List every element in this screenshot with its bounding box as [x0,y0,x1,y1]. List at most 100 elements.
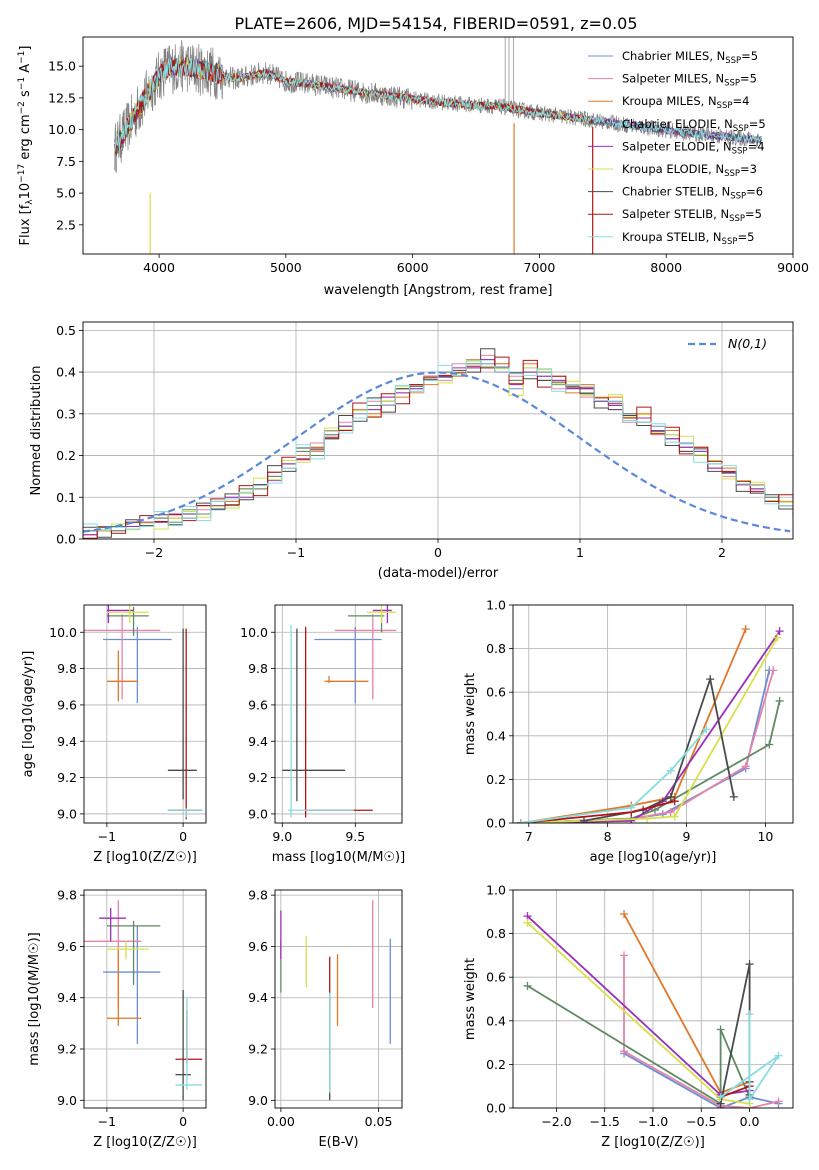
legend-label: Salpeter STELIB, NSSP=5 [622,207,762,224]
y-tick-label: 0.8 [486,926,506,941]
weight-marker [666,792,675,801]
x-tick-label: −1 [98,829,116,844]
x-tick-label: 9000 [777,260,809,275]
weight-marker [765,740,774,749]
weight-marker [773,633,782,642]
axes-frame [83,889,207,1109]
y-tick-label: 9.8 [57,888,77,903]
y-tick-label: 9.2 [57,1042,77,1057]
weight-plot-area [523,909,783,1108]
legend-label: Kroupa MILES, NSSP=4 [622,94,749,111]
y-tick-label: 9.6 [57,939,77,954]
panel-residuals: −2 −1 0 1 2 0.0 0.1 0.2 0.3 0.4 0.5 N(0,1) (data-mod… [29,321,794,581]
weight-marker [774,1097,783,1106]
x-tick-label: 0 [434,545,442,560]
weight-marker [643,814,652,823]
y-tick-label: 9.6 [248,697,268,712]
y-tick-label: 9.4 [57,734,77,749]
errorbar-chabrier-miles [103,626,172,704]
x-tick-label: −1 [98,1114,116,1129]
y-tick-label: 0.3 [56,406,76,421]
legend-label: Chabrier STELIB, NSSP=6 [622,185,763,202]
errorbar-salpeter-elodie [99,907,126,942]
histogram-step [83,359,793,532]
y-tick-label: 0.4 [486,728,506,743]
weight-marker [741,624,750,633]
x-tick-label: 8 [604,829,612,844]
y-tick-label: 9.0 [248,806,268,821]
x-tick-label: −2 [145,545,163,560]
x-tick-label: −1 [287,545,305,560]
y-tick-label: 5.0 [56,186,76,201]
x-tick-label: 0 [179,829,187,844]
chart-root: 4000 5000 6000 7000 8000 90002.55.07.510.012.… [17,36,809,1150]
y-axis-label: Normed distribution [29,366,44,496]
panel-mass_vs_ebv: 0.00 0.05 9.0 9.2 9.4 9.6 9.8 E(B-V) [248,888,403,1150]
spectrum-plot-area [114,37,762,254]
weight-marker [775,627,784,636]
legend-label: Kroupa ELODIE, NSSP=3 [622,162,757,179]
legend-label: Chabrier MILES, NSSP=5 [622,49,758,66]
legend-label: Kroupa STELIB, NSSP=5 [622,230,754,247]
y-tick-label: 9.2 [248,770,268,785]
weight-line-salpeter-stelib [720,1085,750,1098]
x-axis-label: mass [log10(M/M☉)] [272,850,405,865]
x-tick-label: 7 [525,829,533,844]
errorbar-plot-area [84,605,203,820]
y-tick-label: 0.0 [486,1101,506,1116]
weight-marker [774,1051,783,1060]
y-tick-label: 9.0 [57,806,77,821]
histogram-step [83,359,793,531]
y-tick-label: 0.8 [486,641,506,656]
panel-mass_vs_Z: −1 0 9.0 9.2 9.4 9.6 9.8 Z [log10(Z/Z☉)] mass [l… [27,888,207,1150]
weight-marker [579,816,588,823]
weight-marker [620,909,629,918]
errorbar-chabrier-elodie [106,920,161,985]
weight-marker [670,797,679,806]
weight-line-kroupa-miles [520,628,747,823]
histogram-step [83,354,793,532]
x-axis-label: Z [log10(Z/Z☉)] [601,1135,705,1150]
y-axis-label: mass [log10(M/M☉)] [27,932,42,1065]
y-tick-label: 9.2 [57,770,77,785]
x-tick-label: 0.05 [365,1114,393,1129]
weight-marker [666,808,675,817]
errorbar-kroupa-elodie [106,605,149,624]
y-tick-label: 2.5 [56,217,76,232]
x-tick-label: 9.5 [345,829,365,844]
weight-marker [745,1095,754,1104]
weight-line-salpeter-miles [520,670,775,823]
errorbar-kroupa-stelib [167,808,203,818]
x-tick-label: 0.0 [740,1114,760,1129]
y-tick-label: 9.0 [57,1093,77,1108]
weight-marker [523,918,532,927]
y-axis-label: Flux [fλ10−17 erg cm−2 s−1 A−1] [17,46,35,246]
y-tick-label: 9.8 [248,888,268,903]
weight-line-chabrier-miles [623,1052,779,1108]
errorbar-salpeter-miles [334,614,397,700]
weight-line-kroupa-elodie [520,637,778,823]
legend-label: Salpeter MILES, NSSP=5 [622,72,757,89]
x-tick-label: 8000 [650,260,682,275]
y-tick-label: 0.4 [486,1013,506,1028]
weight-plot-area [516,624,784,823]
axes-frame [82,36,794,255]
weight-marker [775,696,784,705]
weight-line-kroupa-stelib [520,728,707,823]
errorbar-chabrier-stelib [175,990,191,1101]
legend-label: Chabrier ELODIE, NSSP=5 [622,117,766,134]
x-tick-label: 1 [576,545,584,560]
axes-frame [274,604,403,824]
weight-marker [650,805,659,814]
weight-line-chabrier-miles [520,670,771,823]
panel-weight_vs_Z: −2.0 −1.5 −1.0 −0.5 0.0 0.0 0.2 0.4 0.6 0.8 1.0 Z [… [463,883,794,1150]
weight-line-salpeter-elodie [520,630,781,823]
y-tick-label: 12.5 [48,90,76,105]
weight-marker [670,812,679,821]
weight-marker [706,675,715,684]
errorbar-kroupa-stelib [288,624,354,818]
errorbar-chabrier-elodie [347,610,385,633]
legend-label: N(0,1) [728,336,767,351]
x-axis-label: wavelength [Angstrom, rest frame] [324,283,553,298]
y-tick-label: 9.6 [57,697,77,712]
